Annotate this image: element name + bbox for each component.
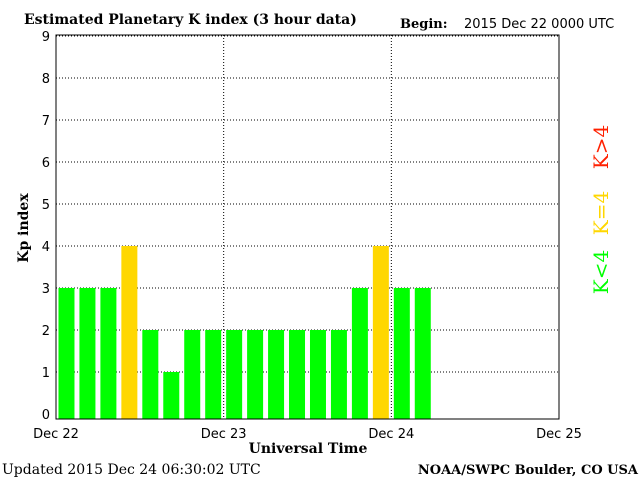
chart-title: Estimated Planetary K index (3 hour data… — [24, 12, 357, 28]
bar-13 — [330, 330, 347, 419]
x-tick-label-1: Dec 23 — [201, 427, 247, 442]
legend-item-2: K>4 — [589, 125, 613, 169]
legend: K<4 K=4 K>4 — [589, 125, 613, 294]
bar-6 — [184, 330, 201, 419]
y-tick-label-2: 2 — [42, 324, 50, 339]
y-tick-label-1: 1 — [42, 366, 50, 381]
source-credit: NOAA/SWPC Boulder, CO USA — [418, 463, 639, 478]
y-tick-label-9: 9 — [42, 30, 50, 45]
bar-7 — [205, 330, 222, 419]
y-tick-label-7: 7 — [42, 114, 50, 129]
bar-15 — [372, 246, 389, 419]
bar-4 — [142, 330, 159, 419]
bar-5 — [163, 372, 180, 419]
bar-17 — [414, 288, 431, 419]
bar-10 — [268, 330, 285, 419]
bar-8 — [226, 330, 243, 419]
x-tick-label-2: Dec 24 — [368, 427, 414, 442]
begin-label: Begin: — [400, 17, 448, 32]
y-tick-label-3: 3 — [42, 282, 50, 297]
legend-item-0: K<4 — [589, 250, 613, 294]
bar-9 — [247, 330, 264, 419]
y-tick-label-8: 8 — [42, 72, 50, 87]
bar-16 — [393, 288, 410, 419]
x-tick-label-0: Dec 22 — [33, 427, 79, 442]
x-tick-label-3: Dec 25 — [536, 427, 582, 442]
plot-area-frame — [55, 34, 560, 420]
legend-item-1: K=4 — [589, 191, 613, 235]
x-axis-label: Universal Time — [249, 441, 368, 457]
bar-0 — [58, 288, 75, 419]
y-tick-label-6: 6 — [42, 156, 50, 171]
y-tick-label-5: 5 — [42, 198, 50, 213]
bar-2 — [100, 288, 117, 419]
updated-timestamp: Updated 2015 Dec 24 06:30:02 UTC — [2, 462, 261, 478]
y-axis-label: Kp index — [16, 193, 32, 263]
y-tick-label-0: 0 — [42, 408, 50, 423]
y-tick-label-4: 4 — [42, 240, 50, 255]
bar-1 — [79, 288, 96, 419]
bar-12 — [309, 330, 326, 419]
grid-lines — [56, 35, 559, 419]
y-tick-labels: 0 1 2 3 4 5 6 7 8 9 — [42, 30, 50, 423]
bar-14 — [351, 288, 368, 419]
begin-value: 2015 Dec 22 0000 UTC — [464, 17, 614, 32]
bar-11 — [289, 330, 306, 419]
bars — [58, 246, 431, 419]
bar-3 — [121, 246, 138, 419]
x-tick-labels: Dec 22 Dec 23 Dec 24 Dec 25 — [33, 427, 582, 442]
